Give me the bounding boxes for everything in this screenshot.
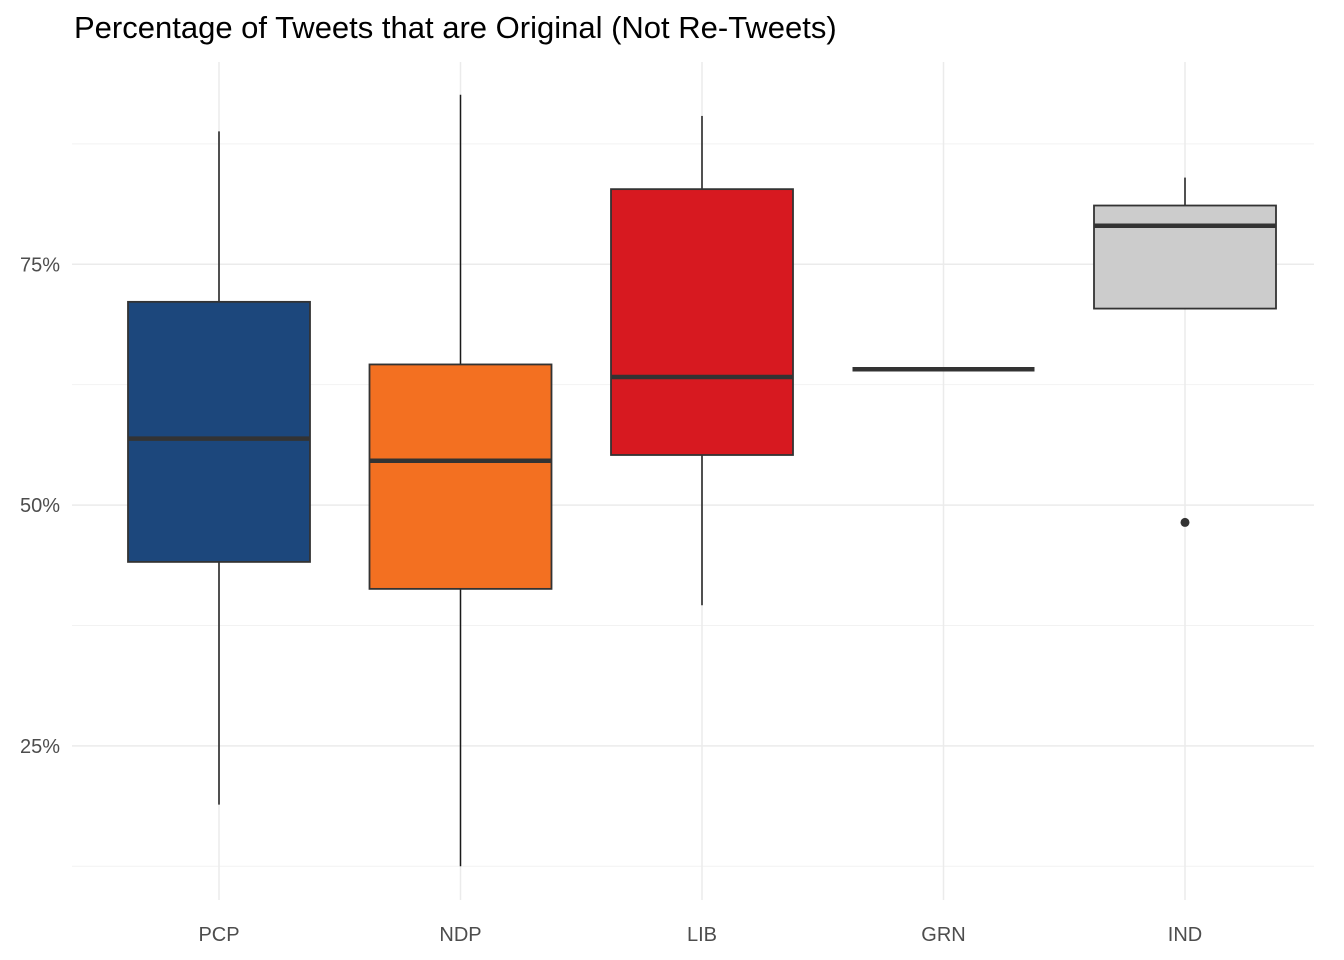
iqr-box: [127, 300, 311, 563]
box-ndp: [368, 94, 553, 867]
x-tick-label: GRN: [921, 924, 965, 946]
box-layer: [127, 94, 1277, 867]
y-tick-label: 50%: [20, 495, 60, 517]
box-ind: [1093, 177, 1277, 527]
x-tick-label: LIB: [687, 924, 717, 946]
x-tick-label: IND: [1168, 924, 1202, 946]
chart-title: Percentage of Tweets that are Original (…: [74, 10, 837, 45]
y-tick-label: 75%: [20, 254, 60, 276]
outlier-point: [1180, 517, 1190, 527]
iqr-box: [610, 188, 794, 456]
iqr-box: [1093, 204, 1277, 310]
box-pcp: [127, 131, 311, 805]
x-tick-label: NDP: [439, 924, 481, 946]
iqr-box: [368, 363, 553, 590]
y-tick-label: 25%: [20, 736, 60, 758]
box-lib: [610, 115, 794, 606]
x-tick-label: PCP: [198, 924, 239, 946]
tick-layer: 25% 50% 75% PCP NDP LIB GRN IND: [20, 254, 1202, 946]
